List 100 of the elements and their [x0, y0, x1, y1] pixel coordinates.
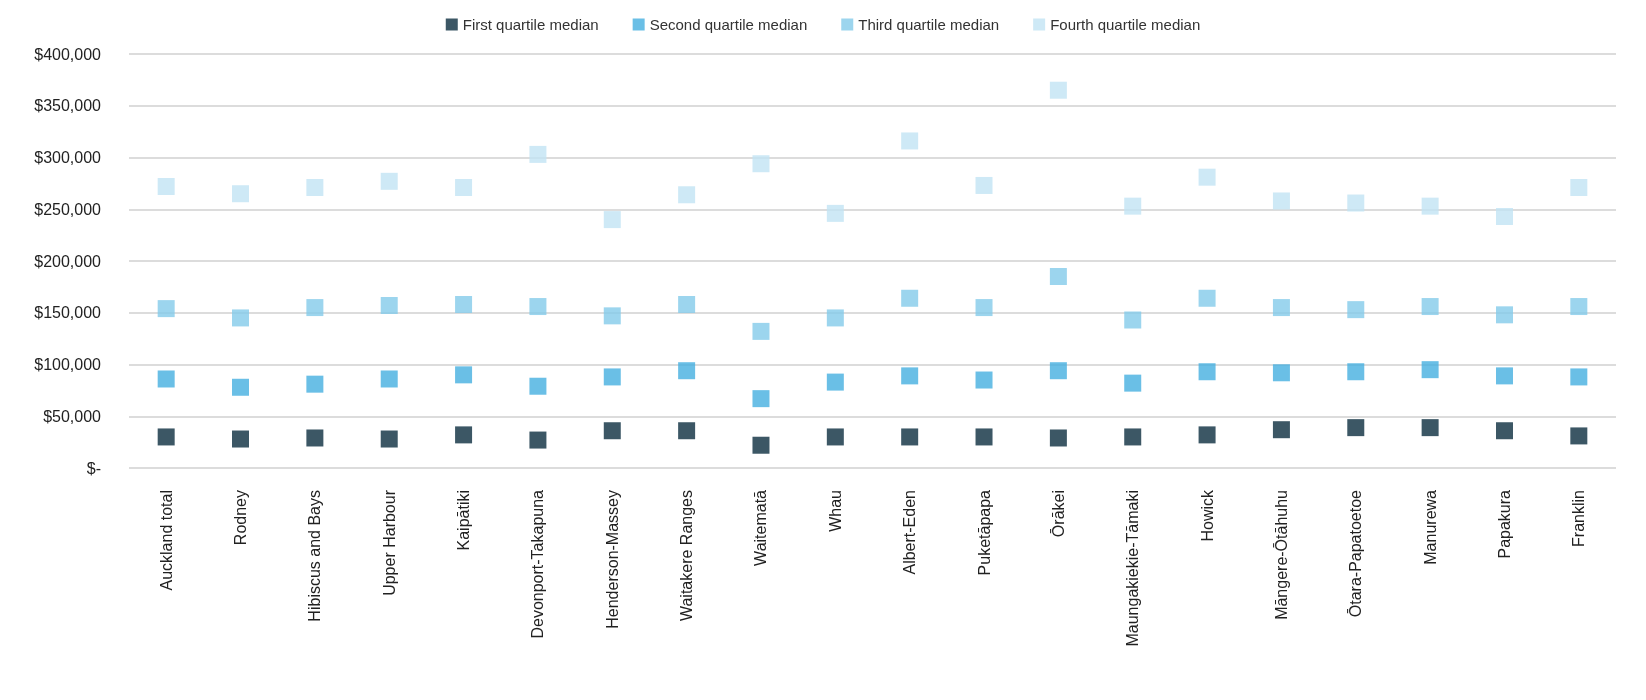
point [752, 155, 770, 173]
point [529, 377, 547, 395]
x-tick-label: Auckland total [157, 490, 175, 591]
x-tick-label: Kaipātiki [455, 490, 473, 551]
x-tick-label: Maungakiekie-Tāmaki [1124, 490, 1142, 647]
x-tick-label: Puketāpapa [975, 489, 993, 576]
point [232, 309, 250, 327]
point [1124, 197, 1142, 215]
legend-label: Second quartile median [649, 16, 808, 33]
x-tick-label: Papakura [1495, 489, 1513, 559]
point [1124, 428, 1142, 446]
point [455, 179, 473, 197]
point [157, 428, 175, 446]
x-tick-label: Albert-Eden [901, 490, 919, 575]
legend-label: Third quartile median [858, 16, 1000, 33]
x-tick-label: Ōrākei [1049, 490, 1067, 538]
point [603, 368, 621, 386]
point [603, 307, 621, 325]
y-tick-label: $350,000 [34, 97, 102, 115]
x-tick-label: Whau [826, 490, 844, 532]
point [1421, 298, 1439, 316]
point [380, 430, 398, 448]
point [1272, 421, 1290, 439]
point [1049, 362, 1067, 380]
point [380, 172, 398, 190]
legend-label: Fourth quartile median [1050, 16, 1201, 33]
point [1570, 368, 1588, 386]
x-tick-label: Devonport-Takapuna [529, 489, 547, 639]
y-tick-label: $300,000 [34, 149, 102, 166]
y-tick-label: $150,000 [34, 304, 102, 322]
x-tick-label: Howick [1198, 489, 1216, 542]
point [1495, 207, 1513, 225]
point [1570, 179, 1588, 197]
x-tick-label: Waitakere Ranges [678, 490, 696, 622]
point [1049, 81, 1067, 99]
y-tick-label: $100,000 [34, 356, 102, 373]
x-tick-label: Rodney [232, 490, 250, 546]
point [1198, 363, 1216, 381]
point [901, 132, 919, 150]
point [1272, 364, 1290, 382]
point [380, 297, 398, 315]
point [826, 428, 844, 446]
point [1272, 192, 1290, 210]
point [752, 390, 770, 408]
x-tick-label: Henderson-Massey [603, 490, 621, 629]
point [157, 177, 175, 195]
point [529, 145, 547, 163]
x-tick-label: Franklin [1570, 490, 1588, 547]
point [306, 375, 324, 393]
point [529, 298, 547, 316]
point [306, 299, 324, 317]
point [306, 179, 324, 197]
point [678, 186, 696, 204]
x-tick-label: Māngere-Ōtāhuhu [1272, 490, 1290, 620]
y-tick-label: $400,000 [34, 45, 102, 63]
point [455, 366, 473, 384]
y-tick-label: $200,000 [34, 252, 102, 270]
point [901, 289, 919, 307]
point [1198, 426, 1216, 444]
point [1495, 306, 1513, 324]
point [603, 422, 621, 440]
x-tick-label: Manurewa [1421, 489, 1439, 565]
point [1347, 301, 1365, 319]
point [678, 422, 696, 440]
x-tick-label: Hibiscus and Bays [306, 490, 324, 622]
point [901, 428, 919, 446]
point [975, 371, 993, 389]
point [1124, 374, 1142, 392]
point [1272, 299, 1290, 317]
point [1421, 361, 1439, 379]
point [157, 370, 175, 388]
point [975, 176, 993, 194]
point [1049, 268, 1067, 286]
point [1570, 427, 1588, 445]
x-tick-label: Ōtara-Papatoetoe [1347, 489, 1365, 618]
point [1421, 197, 1439, 215]
point [752, 322, 770, 340]
point [1347, 194, 1365, 212]
point [603, 211, 621, 229]
point [975, 428, 993, 446]
point [1495, 422, 1513, 440]
point [826, 309, 844, 327]
point [380, 370, 398, 388]
point [529, 431, 547, 449]
point [678, 362, 696, 380]
point [306, 429, 324, 447]
point [1347, 419, 1365, 437]
legend-label: First quartile median [462, 16, 599, 33]
point [826, 373, 844, 391]
point [1198, 168, 1216, 186]
point [232, 185, 250, 203]
point [232, 430, 250, 448]
y-tick-label: $- [86, 459, 101, 477]
point [157, 300, 175, 318]
point [1421, 419, 1439, 437]
point [678, 295, 696, 313]
point [975, 299, 993, 317]
point [1124, 311, 1142, 329]
point [455, 426, 473, 444]
point [1347, 363, 1365, 381]
